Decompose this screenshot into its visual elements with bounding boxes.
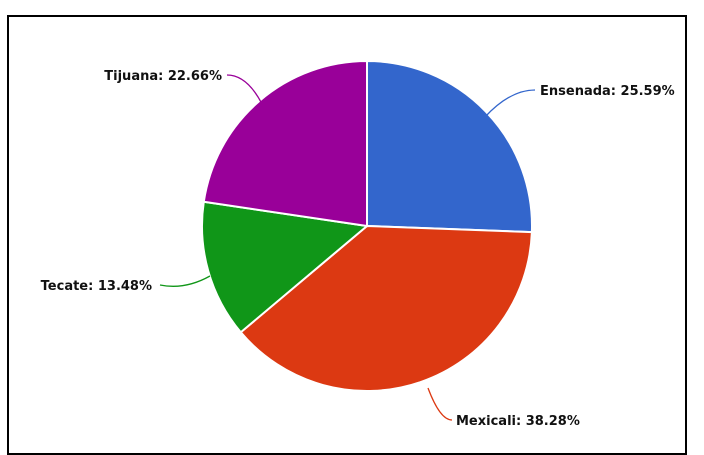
leader-line-tijuana (226, 74, 263, 105)
leader-line-tecate (159, 275, 211, 287)
pie-slice-ensenada (366, 59, 533, 234)
pie-slice-tecate (201, 200, 370, 334)
slice-label-tecate: Tecate: 13.48% (41, 279, 152, 294)
pie-chart: Ensenada: 25.59% Mexicali: 38.28% Tecate: … (41, 59, 675, 429)
slice-label-mexicali: Mexicali: 38.28% (456, 414, 580, 429)
pie-slices (201, 59, 533, 392)
pie-slice-tijuana (202, 59, 368, 228)
leader-lines (159, 74, 536, 421)
slice-labels: Ensenada: 25.59% Mexicali: 38.28% Tecate: … (41, 69, 675, 429)
pie-slice-mexicali (239, 224, 533, 392)
leader-line-ensenada (484, 89, 536, 118)
leader-line-mexicali (427, 387, 453, 421)
slice-label-tijuana: Tijuana: 22.66% (104, 69, 222, 84)
slice-label-ensenada: Ensenada: 25.59% (540, 84, 675, 99)
